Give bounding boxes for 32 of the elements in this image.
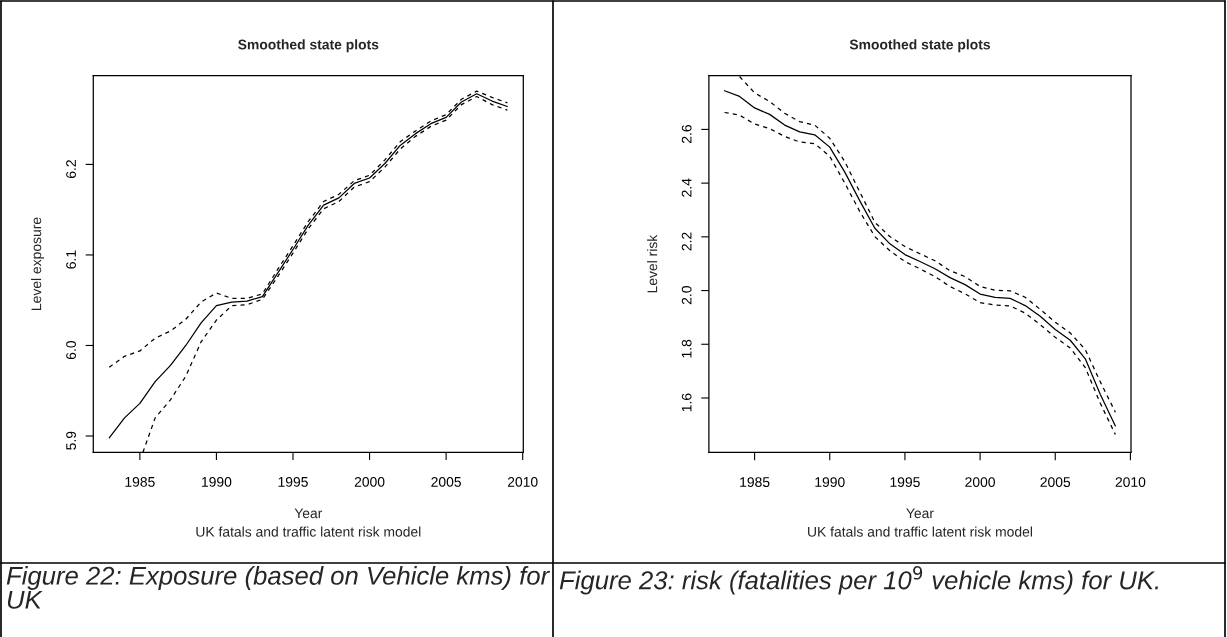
x-tick-label: 1995 (890, 477, 920, 488)
x-tick-label: 2010 (1115, 477, 1146, 488)
y-axis-title: Level risk (647, 234, 658, 293)
y-tick-label: 2.6 (681, 124, 692, 143)
chart-title: Smoothed state plots (238, 39, 379, 53)
y-axis-title: Level exposure (31, 217, 44, 310)
y-tick-label: 6.1 (66, 250, 76, 269)
caption: Figure 23: risk (fatalities per 10$^{9}$ vehicle kms) for UK. (559, 566, 1158, 595)
y-tick-label: 6.2 (66, 160, 76, 178)
x-tick-label: 2000 (965, 477, 995, 488)
x-tick-label: 1990 (815, 477, 845, 488)
chart-title: Smoothed state plots (849, 39, 990, 53)
caption: Figure 22: Exposure (based on Vehicle kms) for UK (6, 566, 551, 609)
y-tick-label: 5.9 (66, 431, 76, 450)
x-axis-title: Year (906, 508, 934, 519)
y-tick-label: 2.2 (681, 232, 692, 251)
x-tick-label: 1985 (740, 477, 770, 488)
y-tick-label: 1.6 (681, 393, 692, 412)
x-tick-label: 2005 (431, 476, 461, 487)
x-tick-label: 2005 (1040, 477, 1071, 488)
y-tick-label: 6.0 (66, 340, 76, 360)
x-tick-label: 1985 (125, 476, 155, 487)
y-tick-label: 2.0 (681, 286, 692, 305)
y-tick-label: 1.8 (681, 339, 692, 358)
x-tick-label: 1990 (202, 476, 232, 487)
text: UK fatals and traffic latent risk model (808, 526, 1032, 537)
x-tick-label: 2010 (507, 476, 538, 487)
x-axis-title: Year (294, 508, 323, 519)
x-tick-label: 1995 (278, 476, 308, 487)
text: UK fatals and traffic latent risk model (196, 526, 421, 537)
y-tick-label: 2.4 (681, 178, 692, 197)
x-tick-label: 2000 (354, 476, 385, 487)
